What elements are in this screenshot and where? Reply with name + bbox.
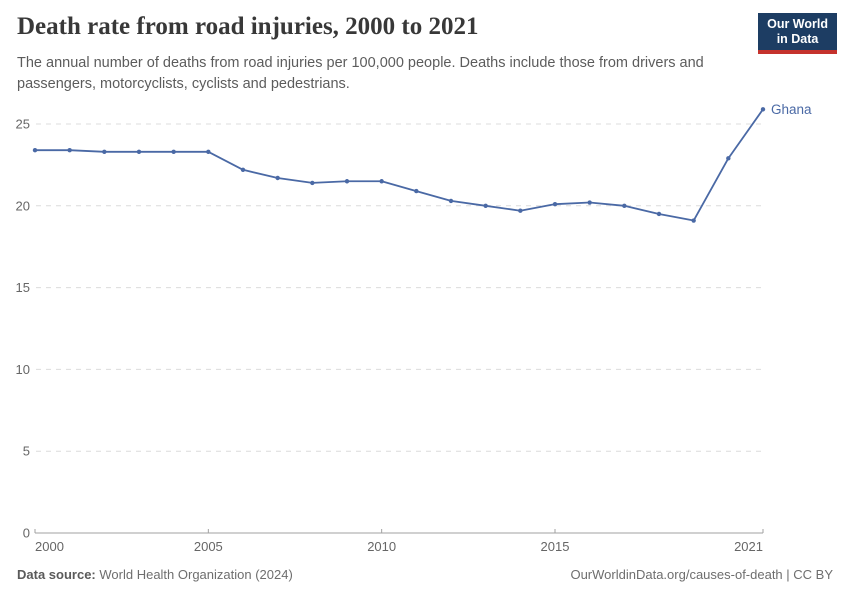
data-point-ghana-2004[interactable] [171, 149, 176, 155]
data-point-ghana-2020[interactable] [726, 156, 731, 161]
chart-title: Death rate from road injuries, 2000 to 2… [17, 13, 479, 40]
data-point-ghana-2016[interactable] [587, 200, 592, 205]
data-source-value: World Health Organization (2024) [99, 567, 293, 582]
data-source-note: Data source: World Health Organization (… [17, 567, 293, 582]
x-tick-label-2005: 2005 [194, 539, 223, 554]
y-tick-label-0: 0 [23, 526, 30, 541]
y-tick-label-20: 20 [16, 198, 30, 213]
data-point-ghana-2015[interactable] [552, 201, 558, 207]
chart-subtitle: The annual number of deaths from road in… [17, 55, 704, 92]
data-point-ghana-2014[interactable] [518, 208, 523, 213]
data-point-ghana-2003[interactable] [136, 149, 142, 155]
y-tick-label-15: 15 [16, 280, 30, 295]
data-point-ghana-2018[interactable] [656, 211, 662, 217]
data-source-label: Data source: [17, 567, 96, 582]
data-point-ghana-2000[interactable] [32, 147, 38, 153]
y-tick-label-5: 5 [23, 444, 30, 459]
entity-label-ghana[interactable]: Ghana [771, 102, 812, 117]
data-point-ghana-2001[interactable] [67, 147, 72, 153]
data-point-ghana-2010[interactable] [379, 179, 384, 184]
x-tick-label-2021: 2021 [734, 539, 763, 554]
data-line-ghana[interactable] [34, 108, 764, 222]
data-point-ghana-2002[interactable] [102, 149, 107, 155]
data-point-ghana-2019[interactable] [691, 218, 696, 223]
data-point-ghana-2012[interactable] [448, 198, 454, 204]
y-tick-label-25: 25 [16, 117, 30, 132]
owid-logo[interactable]: Our World in Data [758, 13, 837, 54]
data-point-ghana-2005[interactable] [206, 149, 211, 155]
data-point-ghana-2017[interactable] [622, 203, 627, 208]
x-tick-label-2000: 2000 [35, 539, 64, 554]
credit-link[interactable]: OurWorldinData.org/causes-of-death | CC … [570, 567, 833, 582]
data-point-ghana-2006[interactable] [240, 167, 246, 173]
x-tick-label-2010: 2010 [367, 539, 396, 554]
data-point-ghana-2009[interactable] [344, 179, 350, 184]
data-point-ghana-2007[interactable] [275, 175, 280, 181]
data-point-ghana-2021[interactable] [760, 107, 766, 112]
owid-logo-line1: Our World [767, 17, 828, 31]
chart-footer: Data source: World Health Organization (… [17, 567, 833, 582]
data-point-ghana-2011[interactable] [414, 188, 419, 194]
y-tick-label-10: 10 [16, 362, 30, 377]
data-point-ghana-2008[interactable] [310, 180, 315, 186]
data-point-ghana-2013[interactable] [483, 203, 488, 208]
owid-logo-line2: in Data [776, 32, 819, 46]
x-tick-label-2015: 2015 [541, 539, 570, 554]
